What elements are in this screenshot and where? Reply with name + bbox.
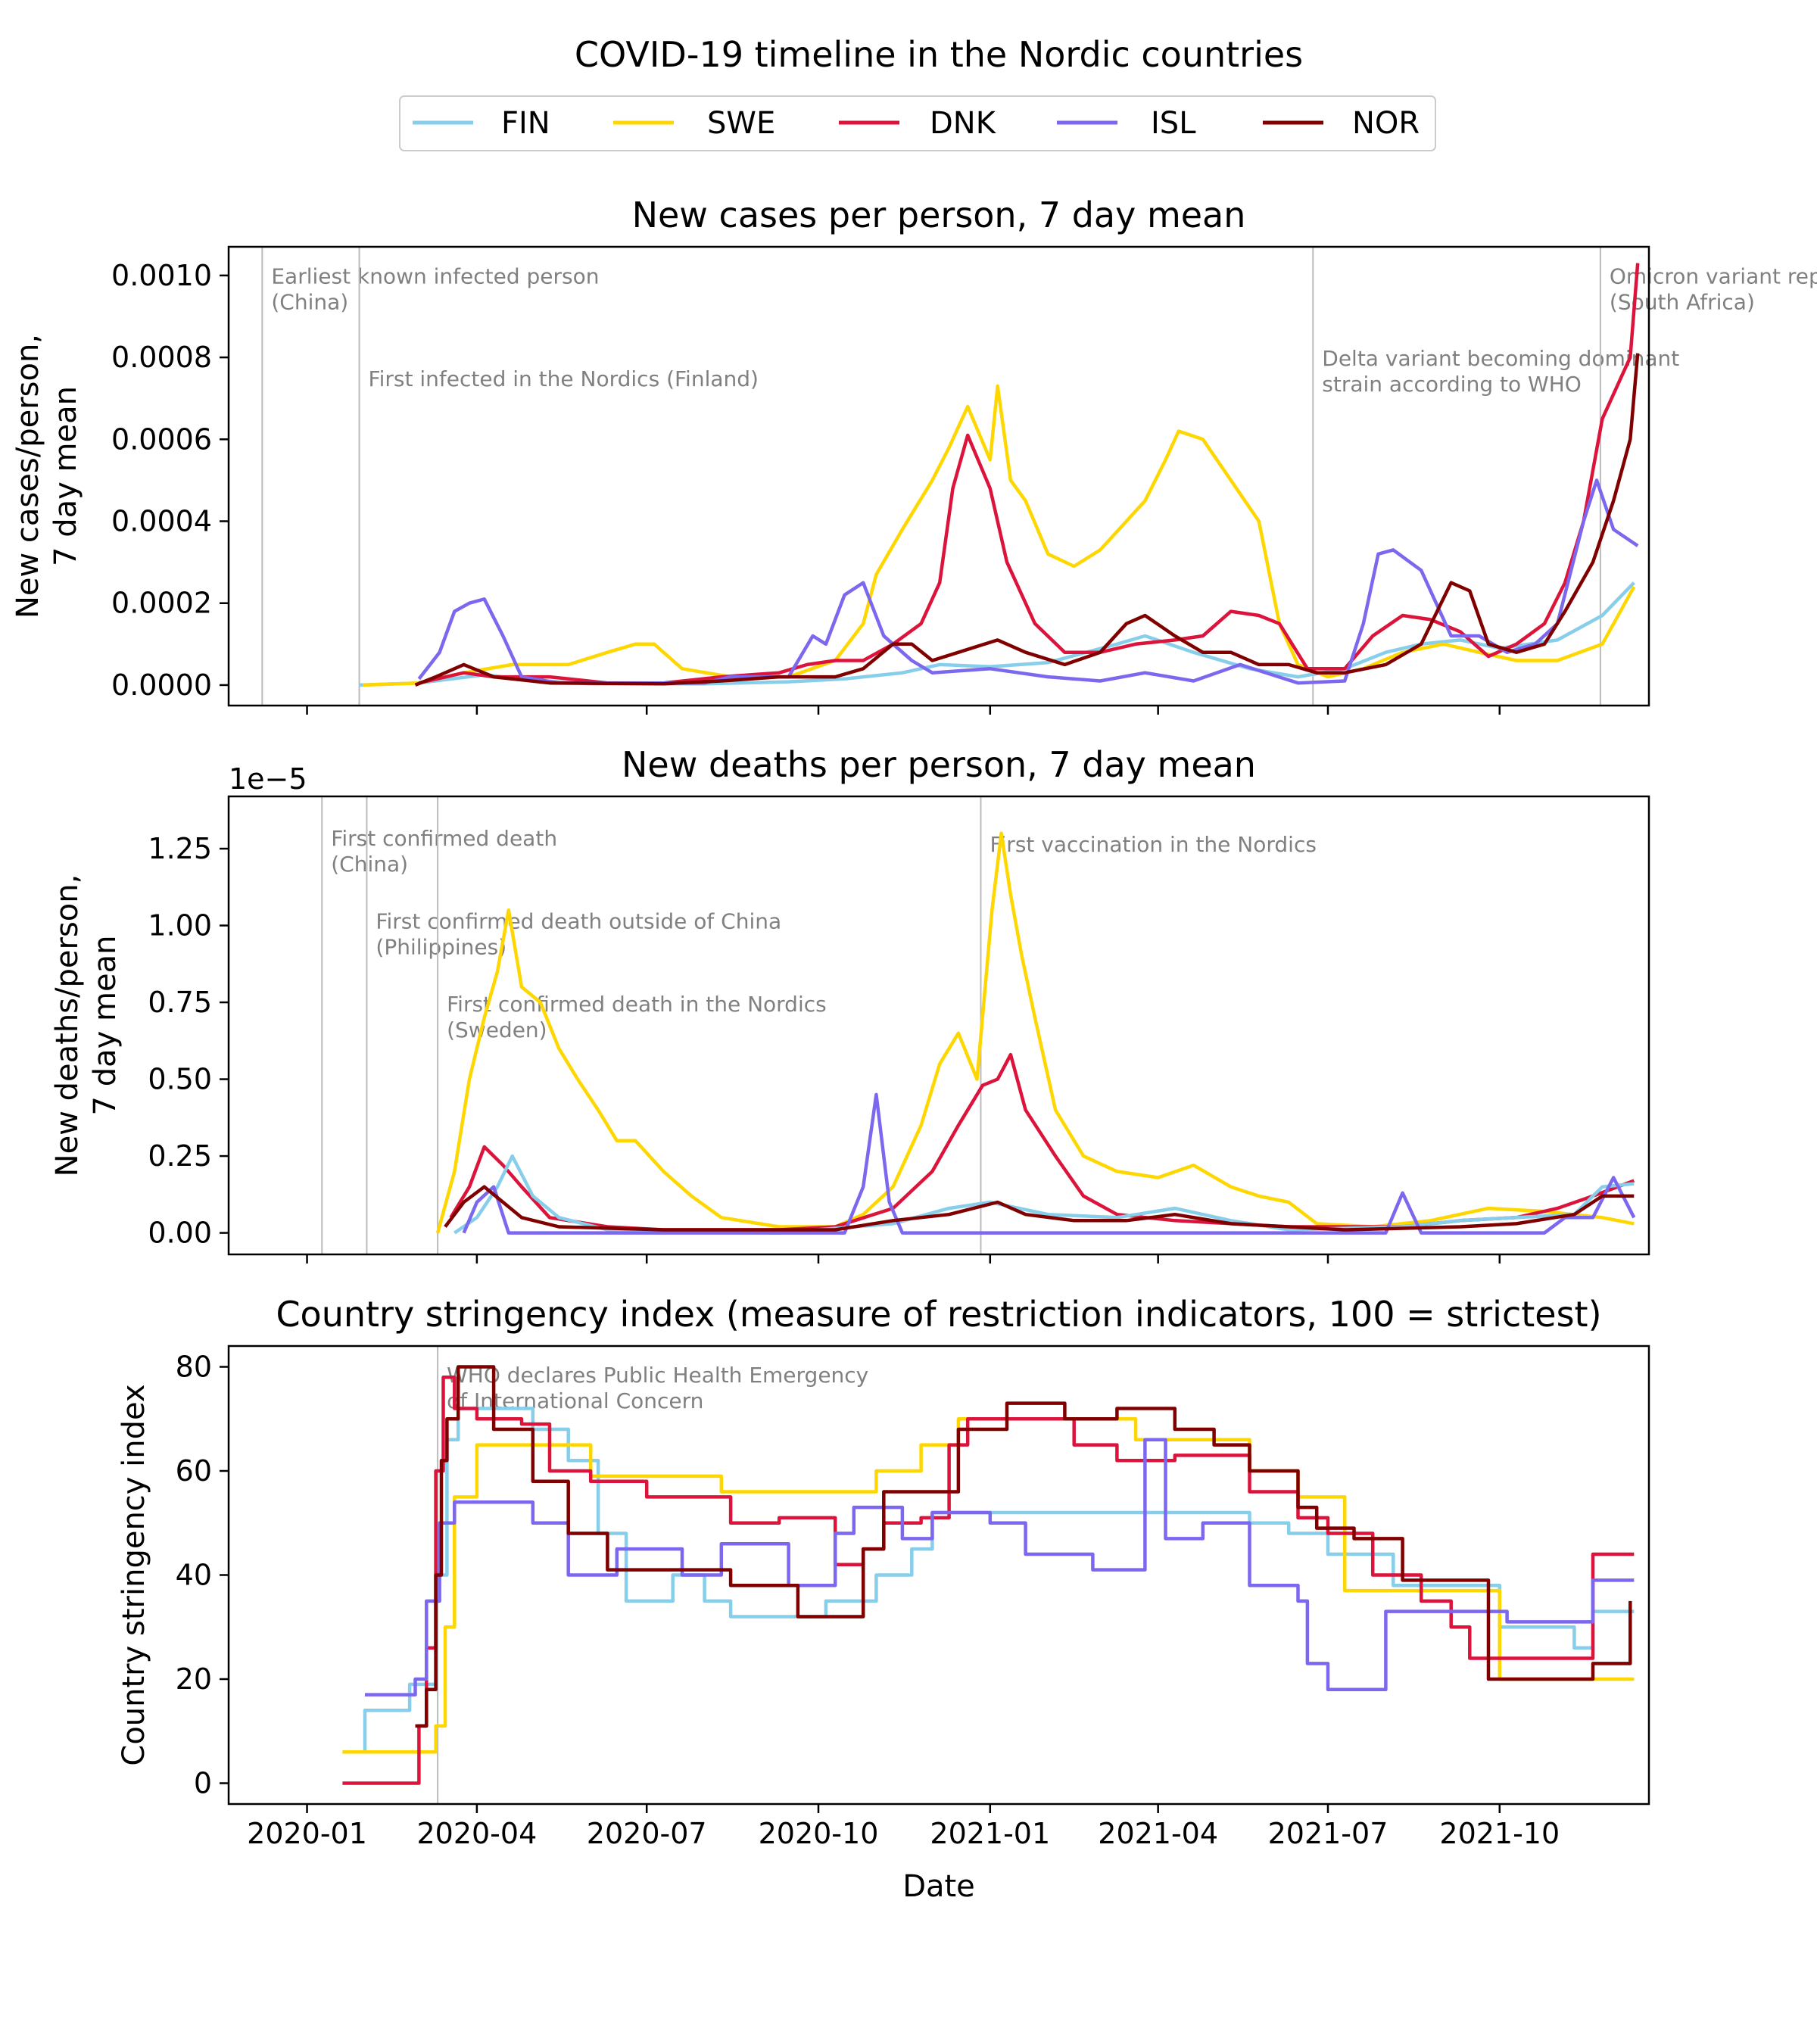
legend-entry: NOR — [1263, 106, 1420, 141]
y-tick-label: 0 — [194, 1767, 212, 1800]
y-axis-label: Country stringency index — [117, 1384, 151, 1765]
event-annotation: Earliest known infected person (China) — [271, 264, 599, 315]
x-tick-label: 2021-10 — [1439, 1817, 1560, 1850]
x-tick-label: 2020-04 — [416, 1817, 537, 1850]
y-tick-label: 0.0010 — [111, 259, 212, 292]
deaths-panel: New deaths per person, 7 day mean First c… — [50, 744, 1650, 1263]
series-line-nor — [414, 353, 1640, 687]
legend-frame — [399, 95, 1436, 151]
series-line-isl — [462, 1092, 1636, 1235]
x-tick-label: 2020-07 — [587, 1817, 707, 1850]
y-axis-label: New deaths/person, — [50, 874, 85, 1177]
cases-panel: New cases per person, 7 day mean Earliest… — [11, 195, 1817, 715]
series-line-nor — [444, 1185, 1635, 1232]
y-tick-label: 0.25 — [148, 1139, 212, 1173]
legend-entry: ISL — [1057, 106, 1196, 141]
plot-frame — [227, 245, 1650, 707]
series-line-nor — [415, 1365, 1632, 1728]
y-tick-label: 0.00 — [148, 1217, 212, 1250]
y-offset-text: 1e−5 — [229, 762, 307, 796]
event-annotation: First confirmed death in the Nordics (Swe… — [447, 992, 827, 1042]
figure-title: COVID-19 timeline in the Nordic countrie… — [575, 34, 1303, 75]
event-annotation: First vaccination in the Nordics — [990, 832, 1316, 857]
series-line-fin — [342, 1407, 1635, 1754]
x-tick-label: 2020-10 — [759, 1817, 879, 1850]
legend-label-fin: FIN — [501, 106, 550, 141]
y-tick-label: 20 — [176, 1662, 212, 1696]
legend-label-isl: ISL — [1151, 106, 1196, 141]
x-tick-label: 2021-07 — [1268, 1817, 1388, 1850]
y-tick-label: 60 — [176, 1454, 212, 1488]
x-tick-label: 2020-01 — [247, 1817, 367, 1850]
series-line-dnk — [418, 263, 1640, 685]
y-tick-label: 0.0002 — [111, 587, 212, 620]
plot-frame — [227, 795, 1650, 1256]
legend: FIN SWE DNK ISL NOR — [399, 95, 1436, 151]
event-annotation: Delta variant becoming dominant strain ac… — [1322, 346, 1679, 397]
event-annotation: WHO declares Public Health Emergency of I… — [447, 1363, 868, 1413]
x-tick-label: 2021-01 — [930, 1817, 1050, 1850]
legend-entry: FIN — [413, 106, 550, 141]
y-tick-label: 0.75 — [148, 986, 212, 1019]
y-tick-label: 0.50 — [148, 1063, 212, 1096]
y-tick-label: 1.00 — [148, 909, 212, 943]
legend-entry: SWE — [613, 106, 775, 141]
y-axis-label: 7 day mean — [48, 386, 83, 566]
legend-label-nor: NOR — [1352, 106, 1420, 141]
legend-label-swe: SWE — [707, 106, 775, 141]
panel-title: New deaths per person, 7 day mean — [622, 744, 1256, 785]
event-annotation: First confirmed death outside of China (P… — [376, 909, 781, 960]
y-axis-label: New cases/person, — [11, 334, 45, 618]
stringency-panel: Country stringency index (measure of res… — [117, 1294, 1650, 1850]
x-axis-label: Date — [902, 1869, 975, 1904]
series-line-swe — [342, 1417, 1635, 1754]
y-tick-label: 0.0006 — [111, 422, 212, 456]
panel-title: Country stringency index (measure of res… — [276, 1294, 1601, 1335]
y-tick-label: 0.0000 — [111, 668, 212, 702]
y-tick-label: 0.0004 — [111, 505, 212, 538]
series-line-swe — [435, 831, 1635, 1234]
event-annotation: First infected in the Nordics (Finland) — [369, 366, 759, 391]
legend-entry: DNK — [839, 106, 997, 141]
y-axis-label: 7 day mean — [88, 936, 123, 1116]
y-tick-label: 1.25 — [148, 832, 212, 865]
series-line-fin — [453, 1154, 1635, 1235]
y-tick-label: 40 — [176, 1559, 212, 1592]
y-tick-label: 0.0008 — [111, 341, 212, 374]
panel-title: New cases per person, 7 day mean — [632, 195, 1246, 235]
legend-label-dnk: DNK — [930, 106, 997, 141]
event-annotation: First confirmed death (China) — [331, 826, 557, 877]
y-tick-label: 80 — [176, 1351, 212, 1384]
series-line-isl — [365, 1438, 1635, 1697]
x-tick-label: 2021-04 — [1098, 1817, 1218, 1850]
